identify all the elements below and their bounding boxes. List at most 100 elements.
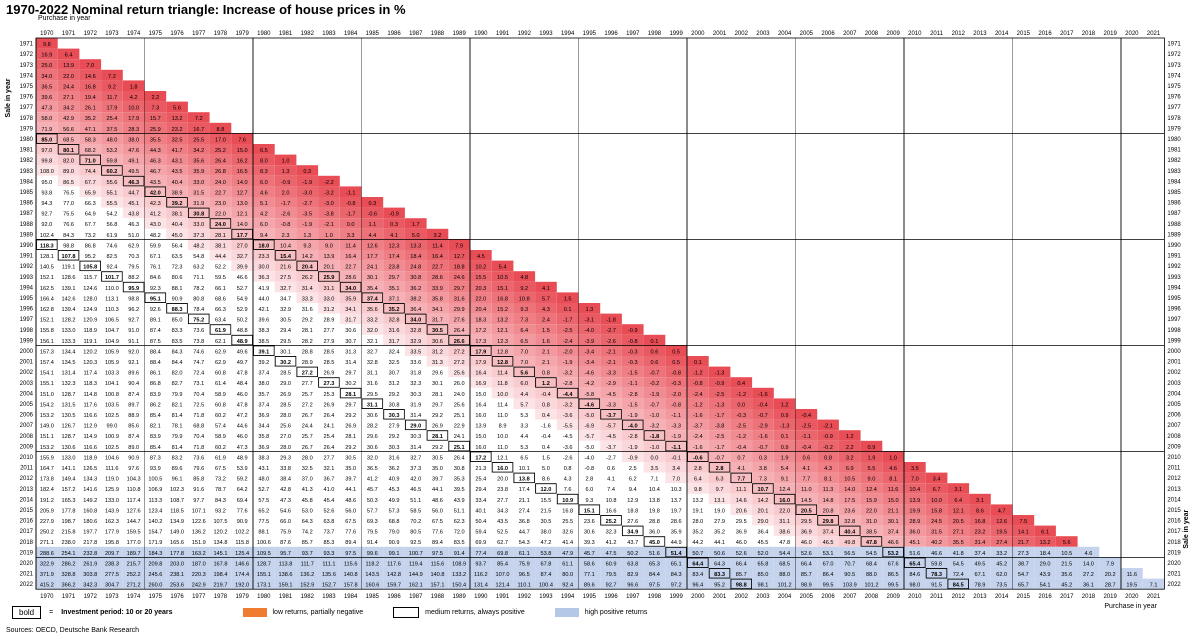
row-header-right: 2006 xyxy=(1167,413,1181,419)
table-cell xyxy=(448,409,470,420)
cell-value: 58.6 xyxy=(584,561,595,567)
cell-value: 60.2 xyxy=(215,413,226,419)
table-cell xyxy=(773,493,796,505)
cell-value: 82.1 xyxy=(172,402,183,408)
table-cell xyxy=(513,377,536,388)
cell-value: 36.0 xyxy=(649,530,660,536)
cell-value: 57.7 xyxy=(367,508,378,514)
cell-value: 28.5 xyxy=(280,402,291,408)
legend-high-label: high positive returns xyxy=(584,608,648,616)
cell-value: 2.1 xyxy=(542,349,550,355)
cell-value: 47.3 xyxy=(41,106,52,112)
table-cell xyxy=(578,578,601,590)
cell-value: 67.6 xyxy=(888,561,899,567)
table-cell xyxy=(166,578,188,590)
table-cell xyxy=(643,345,666,356)
table-cell xyxy=(209,419,232,431)
table-cell xyxy=(361,493,384,505)
investment-period-box xyxy=(795,504,818,515)
table-cell xyxy=(687,525,709,537)
table-cell xyxy=(166,133,188,144)
cell-value: 14.1 xyxy=(1018,530,1029,536)
cell-value: 162.8 xyxy=(40,307,54,313)
table-cell xyxy=(404,504,427,515)
cell-value: 28.6 xyxy=(671,519,682,525)
table-cell xyxy=(578,419,601,431)
cell-value: 56.4 xyxy=(172,243,183,249)
column-header-bottom: 2015 xyxy=(1017,594,1031,600)
cell-value: 78.4 xyxy=(193,307,204,313)
row-header-left: 1994 xyxy=(20,285,34,291)
table-cell xyxy=(600,515,622,526)
cell-value: 67.7 xyxy=(85,222,96,228)
cell-value: 77.5 xyxy=(258,519,269,525)
table-cell xyxy=(231,324,253,335)
table-cell xyxy=(57,165,80,176)
cell-value: 88.4 xyxy=(150,349,161,355)
cell-value: 35.5 xyxy=(953,540,964,546)
table-cell xyxy=(383,281,405,293)
cell-value: 151.0 xyxy=(40,392,54,398)
table-cell xyxy=(969,568,991,579)
cell-value: 65.7 xyxy=(1018,583,1029,589)
cell-value: 157.1 xyxy=(430,583,444,589)
cell-value: 164.7 xyxy=(40,466,54,472)
cell-value: 88.9 xyxy=(128,413,139,419)
table-cell xyxy=(448,451,470,462)
cell-value: 8.1 xyxy=(889,477,897,483)
cell-value: 5.0 xyxy=(542,466,550,472)
cell-value: 47.1 xyxy=(85,127,96,133)
cell-value: 15.1 xyxy=(584,508,595,514)
cell-value: 111.1 xyxy=(322,561,335,567)
cell-value: 152.9 xyxy=(300,583,314,589)
cell-value: 67.5 xyxy=(432,519,443,525)
table-cell xyxy=(578,440,601,452)
table-cell xyxy=(361,324,384,335)
cell-value: 7.1 xyxy=(1150,583,1158,589)
table-cell xyxy=(383,462,405,473)
cell-value: 0.9 xyxy=(868,445,876,451)
column-header-top: 1979 xyxy=(235,31,249,37)
investment-period-box xyxy=(708,462,731,473)
table-cell xyxy=(122,144,145,155)
cell-value: 149.0 xyxy=(40,424,54,430)
column-header-top: 1972 xyxy=(84,31,98,37)
table-cell xyxy=(318,324,340,335)
table-cell xyxy=(643,451,666,462)
table-cell xyxy=(643,536,666,547)
cell-value: 32.1 xyxy=(367,339,378,345)
cell-value: 88.1 xyxy=(172,286,183,292)
table-cell xyxy=(209,525,232,537)
cell-value: 35.0 xyxy=(345,466,356,472)
row-header-left: 2018 xyxy=(20,540,34,546)
investment-period-box xyxy=(643,536,666,547)
cell-value: 13.8 xyxy=(649,498,660,504)
table-cell xyxy=(470,345,492,356)
table-cell xyxy=(687,366,709,378)
table-cell xyxy=(752,493,774,505)
table-cell xyxy=(122,345,145,356)
table-cell xyxy=(166,271,188,282)
cell-value: 41.7 xyxy=(172,148,183,154)
column-header-top: 2007 xyxy=(843,31,857,37)
cell-value: -3.1 xyxy=(585,318,595,324)
cell-value: 36.2 xyxy=(410,286,421,292)
table-cell xyxy=(470,430,492,441)
table-cell xyxy=(556,356,579,367)
table-cell xyxy=(882,568,904,579)
cell-value: 5.1 xyxy=(260,201,268,207)
cell-value: 52.6 xyxy=(324,508,335,514)
cell-value: -1.7 xyxy=(281,201,291,207)
table-cell xyxy=(274,525,297,537)
table-cell xyxy=(426,313,449,325)
table-cell xyxy=(209,260,232,272)
cell-value: 85.3 xyxy=(324,540,335,546)
cell-value: -0.8 xyxy=(671,371,681,377)
cell-value: 89.6 xyxy=(584,583,595,589)
table-cell xyxy=(621,493,644,505)
cell-value: 84.4 xyxy=(172,360,183,366)
table-cell xyxy=(144,568,167,579)
table-cell xyxy=(36,228,58,240)
cell-value: 31.8 xyxy=(410,371,421,377)
cell-value: 91.0 xyxy=(128,328,139,334)
